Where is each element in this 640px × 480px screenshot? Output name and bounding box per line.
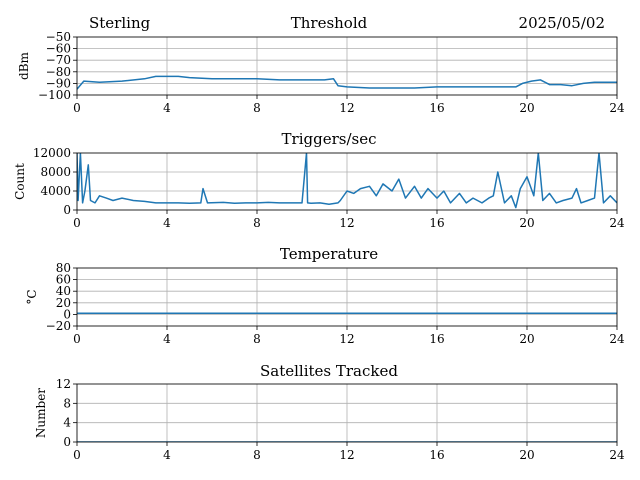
y-tick-label: 4000 xyxy=(40,184,71,198)
y-tick-label: −60 xyxy=(46,42,71,56)
x-tick-label: 0 xyxy=(73,216,81,230)
x-tick-label: 16 xyxy=(429,448,444,462)
x-tick-label: 20 xyxy=(519,216,534,230)
y-tick-label: 40 xyxy=(56,284,71,298)
x-tick-label: 4 xyxy=(163,448,171,462)
y-tick-label: 0 xyxy=(63,307,71,321)
y-tick-label: 0 xyxy=(63,203,71,217)
x-tick-label: 24 xyxy=(609,101,625,115)
x-tick-label: 4 xyxy=(163,216,171,230)
y-axis-label: Count xyxy=(13,163,27,200)
chart-panels: 0 4 8 12 16 20 24 −100−90−80−70−60−50 Threshold d… xyxy=(13,14,625,462)
series-line xyxy=(77,75,617,90)
x-tick-label: 24 xyxy=(609,216,625,230)
y-tick-label: −90 xyxy=(46,76,71,90)
chart-title: Satellites Tracked xyxy=(260,362,398,380)
station-label: Sterling xyxy=(89,14,151,32)
y-tick-label: 8 xyxy=(63,396,71,410)
x-tick-label: 12 xyxy=(339,101,354,115)
y-tick-label: 80 xyxy=(56,261,71,275)
x-tick-label: 24 xyxy=(609,448,625,462)
y-tick-label: 20 xyxy=(56,296,71,310)
x-tick-label: 16 xyxy=(429,216,444,230)
x-tick-label: 8 xyxy=(253,216,261,230)
series-line xyxy=(77,153,617,209)
x-tick-label: 20 xyxy=(519,448,534,462)
y-tick-label: −100 xyxy=(38,88,71,102)
x-tick-label: 12 xyxy=(339,448,354,462)
x-tick-label: 20 xyxy=(519,332,534,346)
chart-title: Triggers/sec xyxy=(282,130,377,148)
y-axis-label: Number xyxy=(34,388,48,438)
x-tick-label: 20 xyxy=(519,101,534,115)
y-tick-label: −80 xyxy=(46,65,71,79)
y-tick-label: −20 xyxy=(46,319,71,333)
x-tick-label: 0 xyxy=(73,448,81,462)
x-tick-label: 16 xyxy=(429,332,444,346)
chart-panel-4: 0 4 8 12 16 20 24 0 4 8 12 Satellites Tracked Number xyxy=(34,362,625,462)
chart-title: Temperature xyxy=(280,245,378,263)
y-tick-label: 8000 xyxy=(40,165,71,179)
x-tick-label: 8 xyxy=(253,448,261,462)
x-tick-label: 16 xyxy=(429,101,444,115)
x-tick-label: 4 xyxy=(163,101,171,115)
y-tick-label: −70 xyxy=(46,53,71,67)
y-tick-label: 12000 xyxy=(33,146,71,160)
y-axis-label: dBm xyxy=(17,51,31,80)
chart-panel-1: 0 4 8 12 16 20 24 −100−90−80−70−60−50 Threshold d… xyxy=(17,14,625,115)
chart-title: Threshold xyxy=(291,14,368,32)
x-tick-label: 8 xyxy=(253,101,261,115)
y-tick-label: 60 xyxy=(56,273,71,287)
x-tick-label: 12 xyxy=(339,332,354,346)
x-tick-label: 24 xyxy=(609,332,625,346)
x-tick-label: 4 xyxy=(163,332,171,346)
y-tick-label: 12 xyxy=(56,377,71,391)
y-tick-label: 4 xyxy=(63,416,71,430)
date-label: 2025/05/02 xyxy=(519,14,605,32)
x-tick-label: 0 xyxy=(73,332,81,346)
x-tick-label: 12 xyxy=(339,216,354,230)
y-tick-label: 0 xyxy=(63,435,71,449)
y-tick-label: −50 xyxy=(46,30,71,44)
x-tick-label: 8 xyxy=(253,332,261,346)
chart-panel-2: 0 4 8 12 16 20 24 0 4000 8000 12000 Triggers/sec Cou… xyxy=(13,130,625,230)
x-tick-label: 0 xyxy=(73,101,81,115)
y-axis-label: °C xyxy=(25,289,39,304)
